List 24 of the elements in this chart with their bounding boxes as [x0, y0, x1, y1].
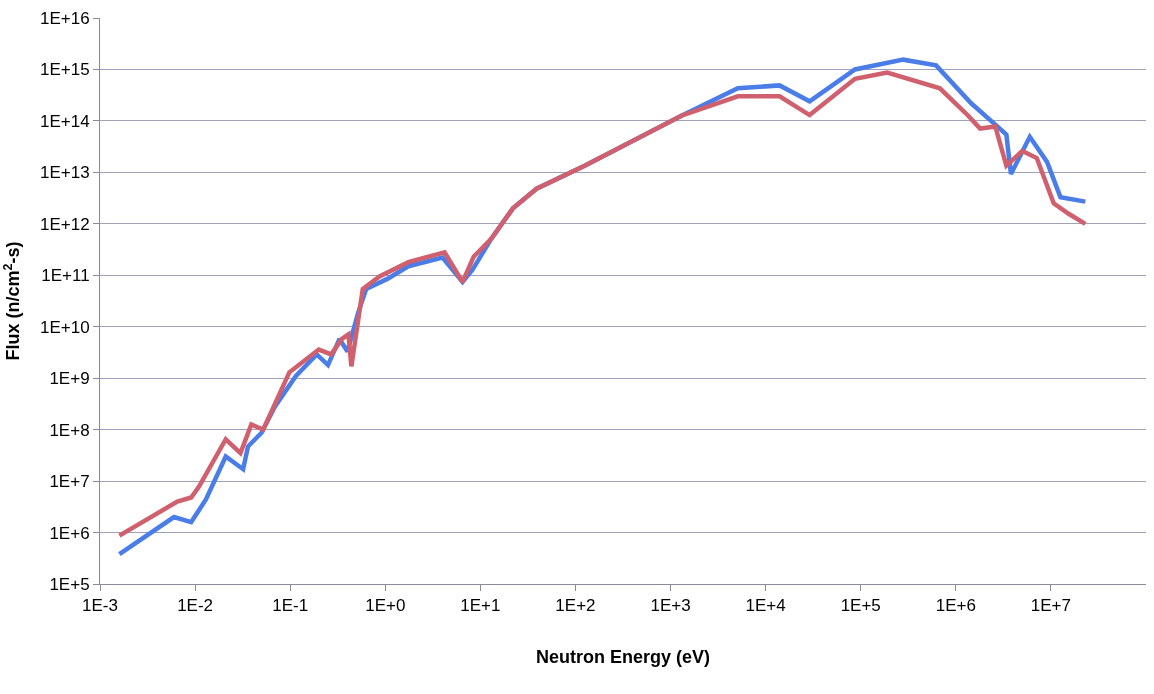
y-tick-label: 1E+6 [49, 523, 90, 543]
x-tick-label: 1E-3 [82, 596, 118, 616]
x-axis-title: Neutron Energy (eV) [535, 646, 711, 667]
y-tick-label: 1E+12 [39, 214, 90, 234]
y-tick-label: 1E+16 [39, 8, 90, 28]
y-tick-label: 1E+10 [39, 317, 90, 337]
y-tick-label: 1E+14 [39, 111, 90, 131]
y-tick-label: 1E+5 [49, 574, 90, 594]
x-tick-label: 1E+4 [745, 596, 786, 616]
y-tick-label: 1E+9 [49, 369, 90, 389]
x-tick-label: 1E-1 [272, 596, 309, 616]
y-tick-label: 1E+15 [39, 60, 90, 80]
x-tick-label: 1E+2 [555, 596, 596, 616]
x-tick-label: 1E-2 [177, 596, 214, 616]
y-tick-label: 1E+7 [49, 472, 90, 492]
x-tick-label: 1E+1 [460, 596, 501, 616]
y-tick-label: 1E+11 [41, 266, 90, 286]
x-tick-label: 1E+6 [935, 596, 976, 616]
x-tick-label: 1E+0 [365, 596, 406, 616]
x-tick-label: 1E+5 [840, 596, 881, 616]
y-tick-label: 1E+13 [39, 163, 90, 183]
y-tick-label: 1E+8 [49, 420, 90, 440]
x-tick-label: 1E+7 [1030, 596, 1071, 616]
x-tick-label: 1E+3 [650, 596, 691, 616]
